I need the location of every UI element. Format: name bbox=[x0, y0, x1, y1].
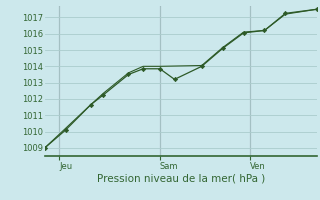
X-axis label: Pression niveau de la mer( hPa ): Pression niveau de la mer( hPa ) bbox=[97, 173, 265, 183]
